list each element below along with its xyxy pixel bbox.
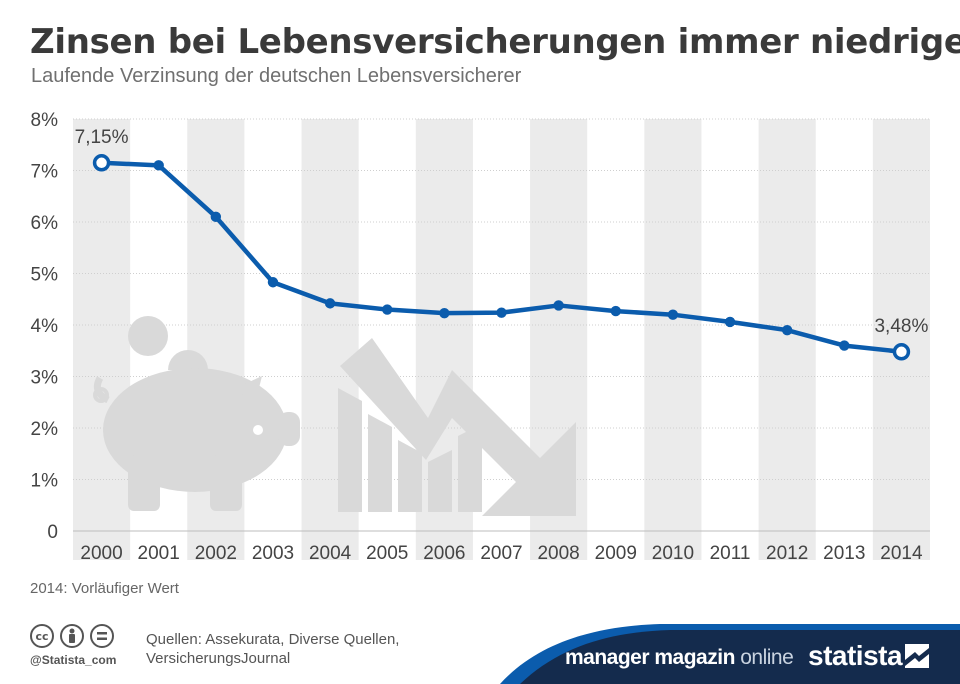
manager-magazin-logo[interactable]: manager magazin online: [565, 646, 794, 670]
category-stripe: [644, 119, 702, 560]
cc-icon[interactable]: cc: [30, 624, 54, 648]
data-point[interactable]: [92, 154, 111, 172]
nd-icon[interactable]: [90, 624, 114, 648]
line-chart: 0 1% 2% 3% 4% 5% 6% 7% 8% 2000 2001 2002 2003 2004 200…: [31, 110, 930, 564]
y-tick-label: 8%: [31, 110, 59, 131]
data-point[interactable]: [210, 211, 222, 223]
x-tick-label: 2002: [195, 543, 237, 564]
data-point[interactable]: [724, 316, 736, 328]
data-point[interactable]: [439, 307, 450, 319]
x-tick-label: 2008: [537, 543, 579, 564]
sources-line-1: Quellen: Assekurata, Diverse Quellen,: [146, 631, 400, 648]
chart-title: Zinsen bei Lebensversicherungen immer ni…: [30, 22, 960, 62]
data-point[interactable]: [324, 298, 336, 309]
statista-logo-icon: [905, 644, 929, 668]
statista-handle[interactable]: @Statista_com: [30, 653, 117, 667]
x-tick-label: 2005: [366, 543, 408, 564]
data-point[interactable]: [153, 160, 164, 171]
category-stripe: [758, 119, 816, 560]
footnote: 2014: Vorläufiger Wert: [30, 580, 179, 597]
data-point[interactable]: [267, 277, 279, 288]
y-tick-label: 4%: [31, 316, 59, 337]
statista-logo[interactable]: statista: [808, 640, 903, 671]
y-tick-label: 1%: [31, 471, 59, 492]
y-tick-label: 3%: [31, 368, 59, 389]
data-point[interactable]: [553, 300, 564, 311]
data-point[interactable]: [610, 305, 621, 317]
y-tick-label: 7%: [31, 162, 59, 183]
data-label: 7,15%: [75, 127, 129, 148]
downtrend-arrow-icon: [338, 338, 576, 516]
brand-online: online: [734, 646, 794, 669]
y-tick-label: 5%: [31, 265, 59, 286]
y-tick-label: 0: [47, 522, 58, 543]
data-point[interactable]: [892, 343, 911, 361]
x-tick-label: 2001: [138, 543, 180, 564]
data-point[interactable]: [667, 309, 679, 320]
x-tick-label: 2004: [309, 543, 352, 564]
x-tick-label: 2007: [480, 543, 522, 564]
y-tick-label: 2%: [31, 419, 59, 440]
by-icon[interactable]: [60, 624, 84, 648]
illustration-layer: [93, 316, 576, 516]
y-tick-label: 6%: [31, 213, 59, 234]
sources: Quellen: Assekurata, Diverse Quellen, Ve…: [146, 630, 399, 668]
chart-subtitle: Laufende Verzinsung der deutschen Lebens…: [31, 65, 522, 87]
x-tick-label: 2014: [880, 543, 923, 564]
category-stripe: [73, 119, 131, 560]
x-tick-label: 2010: [652, 543, 694, 564]
data-point[interactable]: [496, 307, 507, 318]
x-tick-label: 2013: [823, 543, 865, 564]
data-point[interactable]: [382, 304, 393, 315]
x-tick-label: 2000: [80, 543, 122, 564]
equals-icon: [97, 632, 107, 640]
data-point[interactable]: [839, 340, 850, 351]
data-label: 3,48%: [874, 316, 928, 337]
x-tick-label: 2011: [710, 543, 751, 564]
x-tick-label: 2006: [423, 543, 465, 564]
person-icon: [69, 628, 75, 643]
x-tick-label: 2012: [766, 543, 808, 564]
x-tick-label: 2009: [595, 543, 637, 564]
x-tick-label: 2003: [252, 543, 294, 564]
category-stripe: [872, 119, 930, 560]
brand-manager: manager magazin: [565, 646, 735, 669]
sources-line-2: VersicherungsJournal: [146, 650, 291, 667]
piggy-bank-icon: [93, 316, 300, 511]
license-icons: cc: [30, 624, 114, 652]
data-point[interactable]: [781, 324, 793, 336]
